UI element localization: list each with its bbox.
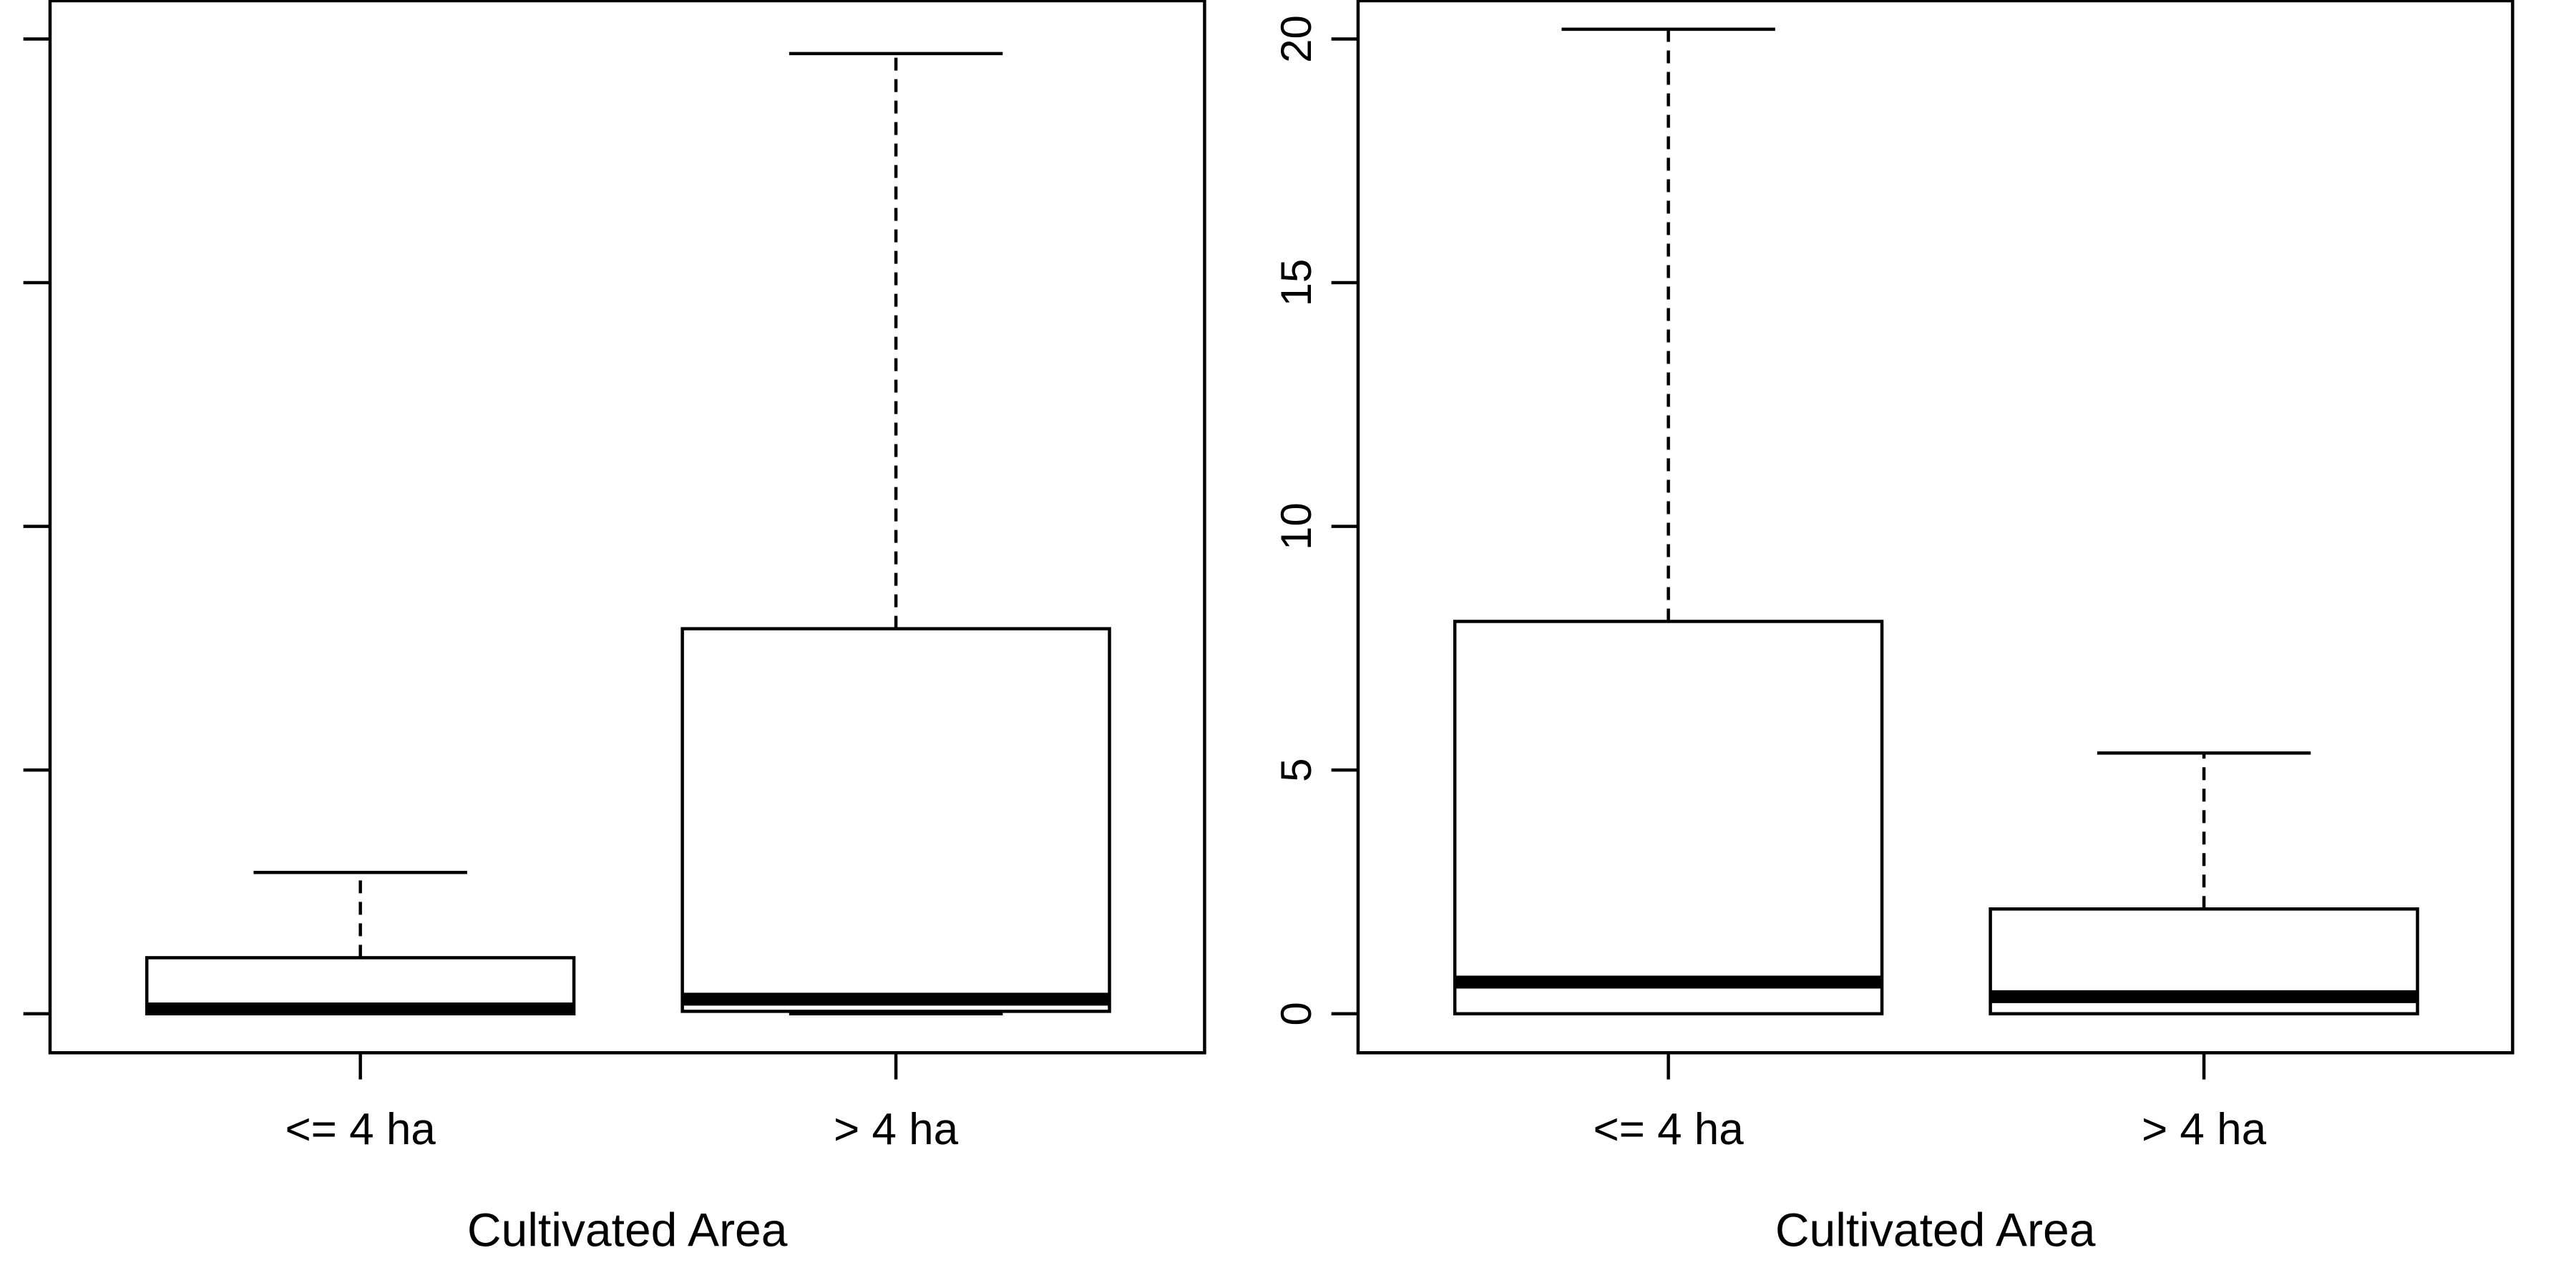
iqr-box-2-1 (1453, 620, 1884, 1016)
x-tick-label-2-2: > 4 ha (2142, 1105, 2267, 1154)
y-tick-label-2-3: 15 (1272, 259, 1320, 307)
x-tick-label-2-1: <= 4 ha (1593, 1105, 1744, 1154)
x-tick-label-1-2: > 4 ha (834, 1105, 959, 1154)
y-tick-label-2-2: 10 (1272, 502, 1320, 550)
x-tick-label-1-1: <= 4 ha (285, 1105, 436, 1154)
iqr-box-1-2 (680, 627, 1111, 1013)
y-tick-label-2-1: 5 (1272, 758, 1320, 781)
y-tick-label-2-0: 0 (1272, 1002, 1320, 1025)
x-axis-title-2: Cultivated Area (1775, 1203, 2096, 1256)
x-axis-title-1: Cultivated Area (467, 1203, 788, 1256)
y-tick-label-2-4: 20 (1272, 15, 1320, 63)
